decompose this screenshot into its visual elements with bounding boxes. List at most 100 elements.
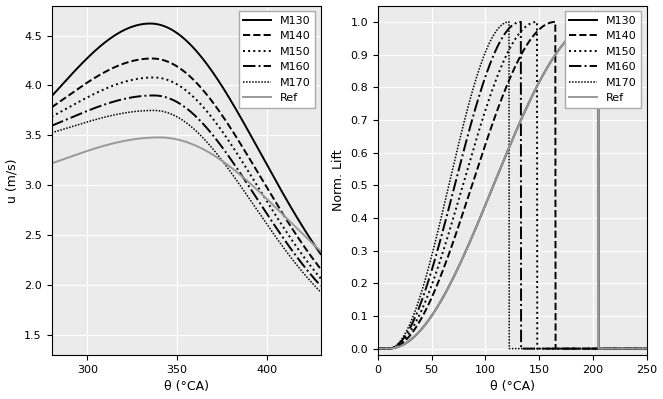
Line: Ref: Ref: [378, 22, 647, 349]
M150: [64, 105, 72, 110]
M130: [583, 22, 591, 26]
M130: [147, 21, 154, 26]
M130: [317, 252, 325, 257]
M130: [280, 192, 288, 197]
M150: [643, 346, 651, 351]
M170: [219, 160, 227, 164]
M170: [204, 141, 212, 146]
M170: [505, 20, 513, 24]
M130: [589, 20, 597, 25]
M150: [533, 20, 541, 24]
M150: [493, 77, 501, 81]
M140: [559, 346, 567, 351]
M170: [64, 125, 72, 130]
Legend: M130, M140, M150, M160, M170, Ref: M130, M140, M150, M160, M170, Ref: [565, 11, 641, 108]
M130: [211, 73, 219, 78]
M170: [401, 331, 409, 336]
Ref: [374, 346, 382, 351]
Ref: [155, 135, 163, 140]
Ref: [493, 176, 501, 181]
M140: [317, 267, 325, 271]
M150: [483, 104, 491, 109]
M170: [643, 346, 651, 351]
M140: [483, 138, 491, 143]
M170: [559, 346, 567, 351]
Ref: [559, 42, 567, 47]
M150: [401, 336, 409, 341]
M140: [401, 338, 409, 343]
M170: [493, 28, 501, 33]
M140: [374, 346, 382, 351]
M130: [493, 176, 501, 181]
M160: [584, 346, 592, 351]
M130: [252, 142, 260, 147]
Ref: [48, 161, 56, 166]
M140: [211, 103, 219, 108]
M150: [150, 75, 158, 80]
M160: [219, 146, 227, 151]
M160: [150, 93, 158, 98]
M140: [48, 105, 56, 110]
M130: [643, 346, 651, 351]
M170: [280, 245, 288, 250]
M170: [211, 150, 219, 154]
M150: [280, 225, 288, 230]
M160: [280, 236, 288, 241]
M150: [317, 276, 325, 281]
M170: [252, 206, 260, 211]
M160: [643, 346, 651, 351]
Ref: [252, 186, 260, 191]
Ref: [401, 341, 409, 346]
M160: [252, 195, 260, 200]
M140: [552, 20, 560, 24]
M160: [374, 346, 382, 351]
M160: [483, 71, 491, 75]
Ref: [643, 346, 651, 351]
Y-axis label: u (m/s): u (m/s): [5, 158, 19, 203]
M140: [204, 94, 212, 99]
M130: [204, 63, 212, 68]
Y-axis label: Norm. Lift: Norm. Lift: [332, 150, 345, 211]
M160: [204, 127, 212, 132]
M140: [219, 115, 227, 120]
M140: [280, 213, 288, 217]
M160: [48, 123, 56, 128]
Line: M170: M170: [52, 111, 321, 292]
M170: [150, 108, 158, 113]
M150: [559, 346, 567, 351]
Line: M140: M140: [378, 22, 647, 349]
M150: [589, 346, 597, 351]
M150: [204, 111, 212, 115]
M140: [643, 346, 651, 351]
Ref: [280, 213, 288, 218]
Line: M160: M160: [52, 95, 321, 286]
M160: [517, 20, 525, 24]
M160: [211, 136, 219, 140]
Ref: [204, 150, 212, 154]
M170: [374, 346, 382, 351]
Line: Ref: Ref: [52, 137, 321, 251]
M140: [252, 167, 260, 172]
Legend: M130, M140, M150, M160, M170, Ref: M130, M140, M150, M160, M170, Ref: [239, 11, 315, 108]
Line: M130: M130: [378, 22, 647, 349]
M170: [589, 346, 597, 351]
Ref: [219, 159, 227, 164]
M160: [401, 334, 409, 338]
M150: [252, 181, 260, 186]
Ref: [583, 22, 591, 26]
Ref: [211, 154, 219, 159]
M130: [401, 341, 409, 346]
Line: M150: M150: [378, 22, 647, 349]
Line: M160: M160: [378, 22, 647, 349]
M130: [483, 200, 491, 204]
Line: M130: M130: [52, 24, 321, 254]
M130: [64, 76, 72, 81]
M170: [483, 47, 491, 51]
M150: [219, 130, 227, 135]
M130: [374, 346, 382, 351]
M150: [211, 119, 219, 124]
M170: [48, 130, 56, 135]
M140: [589, 346, 597, 351]
Ref: [64, 155, 72, 160]
M130: [559, 42, 567, 47]
